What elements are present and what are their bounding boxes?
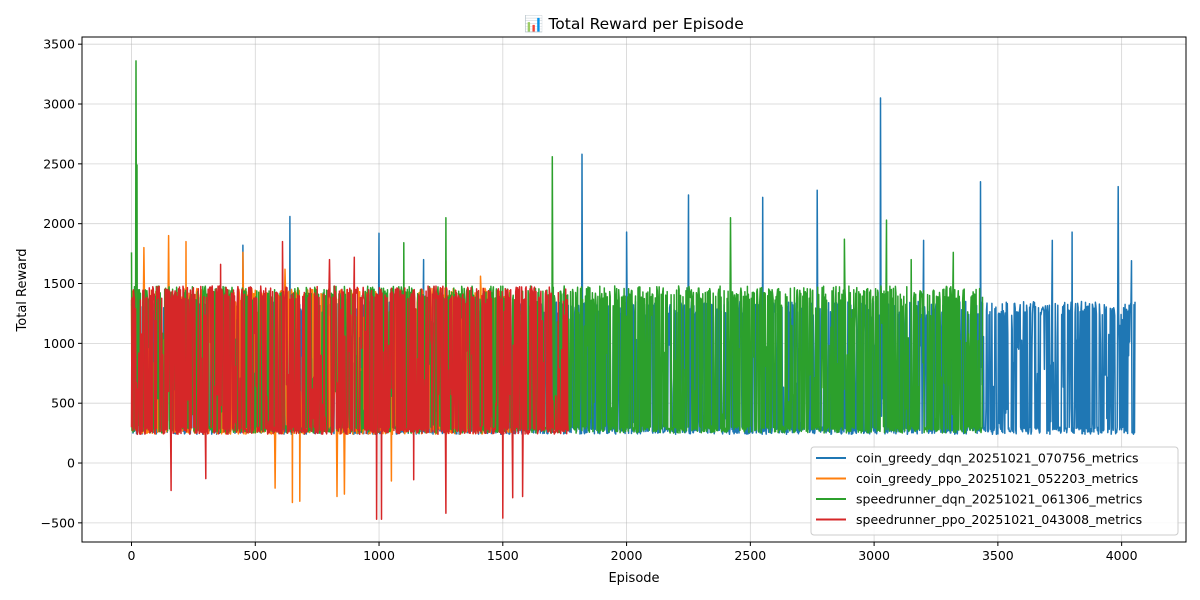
y-axis-label: Total Reward	[15, 249, 30, 333]
y-tick-label: 3500	[43, 37, 75, 52]
series-lines	[130, 60, 1136, 521]
x-tick-label: 1500	[487, 548, 519, 563]
legend-box	[810, 446, 1179, 536]
x-tick-label: 0	[128, 548, 136, 563]
y-tick-label: 500	[51, 396, 75, 411]
legend: coin_greedy_dqn_20251021_070756_metricsc…	[810, 446, 1179, 536]
y-tick-label: 1500	[43, 276, 75, 291]
y-tick-label: 2500	[43, 156, 75, 171]
series-line-4	[130, 240, 569, 521]
legend-label: speedrunner_dqn_20251021_061306_metrics	[856, 492, 1142, 507]
legend-label: coin_greedy_dqn_20251021_070756_metrics	[856, 451, 1139, 466]
y-tick-label: 3000	[43, 97, 75, 112]
legend-label: coin_greedy_ppo_20251021_052203_metrics	[856, 471, 1138, 486]
x-tick-label: 4000	[1106, 548, 1138, 563]
x-tick-label: 500	[243, 548, 267, 563]
x-tick-label: 2500	[734, 548, 766, 563]
y-tick-label: −500	[41, 515, 75, 530]
x-tick-label: 1000	[363, 548, 395, 563]
chart-title: 📊 Total Reward per Episode	[524, 14, 744, 33]
x-axis-ticks: 0 500 1000 1500 2000 2500 3000 3500 4000	[128, 542, 1138, 563]
y-tick-label: 1000	[43, 336, 75, 351]
x-axis-label: Episode	[608, 571, 659, 586]
x-tick-label: 3000	[858, 548, 890, 563]
x-tick-label: 2000	[611, 548, 643, 563]
legend-label: speedrunner_ppo_20251021_043008_metrics	[856, 512, 1142, 527]
y-tick-label: 2000	[43, 216, 75, 231]
plot-frame	[81, 36, 1187, 543]
y-tick-label: 0	[67, 456, 75, 471]
y-axis-ticks: −500 0 500 1000 1500 2000 2500 3000 3500	[41, 37, 82, 530]
x-tick-label: 3500	[982, 548, 1014, 563]
